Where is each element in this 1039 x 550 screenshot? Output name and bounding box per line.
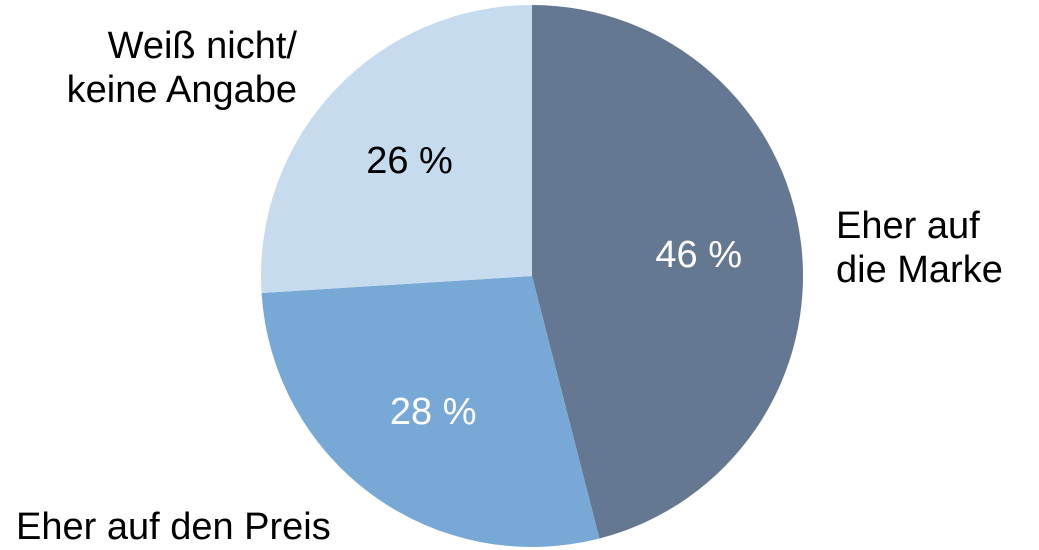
- slice-label-brand-line-2: die Marke: [836, 249, 1003, 291]
- slice-label-dont-know: Weiß nicht/ keine Angabe: [67, 24, 297, 112]
- slice-label-price: Eher auf den Preis: [16, 505, 331, 549]
- slice-label-brand-line-1: Eher auf: [836, 205, 980, 247]
- pie-value-labels: 46 % 28 % 26 %: [366, 140, 742, 433]
- slice-label-dont-know-line-2: keine Angabe: [66, 69, 297, 111]
- slice-label-price-line-1: Eher auf den Preis: [16, 506, 331, 548]
- pie-slices: [261, 4, 804, 547]
- pie-slice-dont-know: [261, 5, 532, 294]
- pie-value-label-dont-know: 26 %: [366, 140, 453, 182]
- pie-value-label-price: 28 %: [390, 391, 477, 433]
- slice-label-dont-know-line-1: Weiß nicht/: [107, 25, 297, 67]
- pie-slice-brand: [532, 4, 804, 539]
- slice-label-brand: Eher auf die Marke: [836, 204, 1003, 292]
- pie-value-label-brand: 46 %: [655, 234, 742, 276]
- pie-slice-price: [261, 276, 600, 547]
